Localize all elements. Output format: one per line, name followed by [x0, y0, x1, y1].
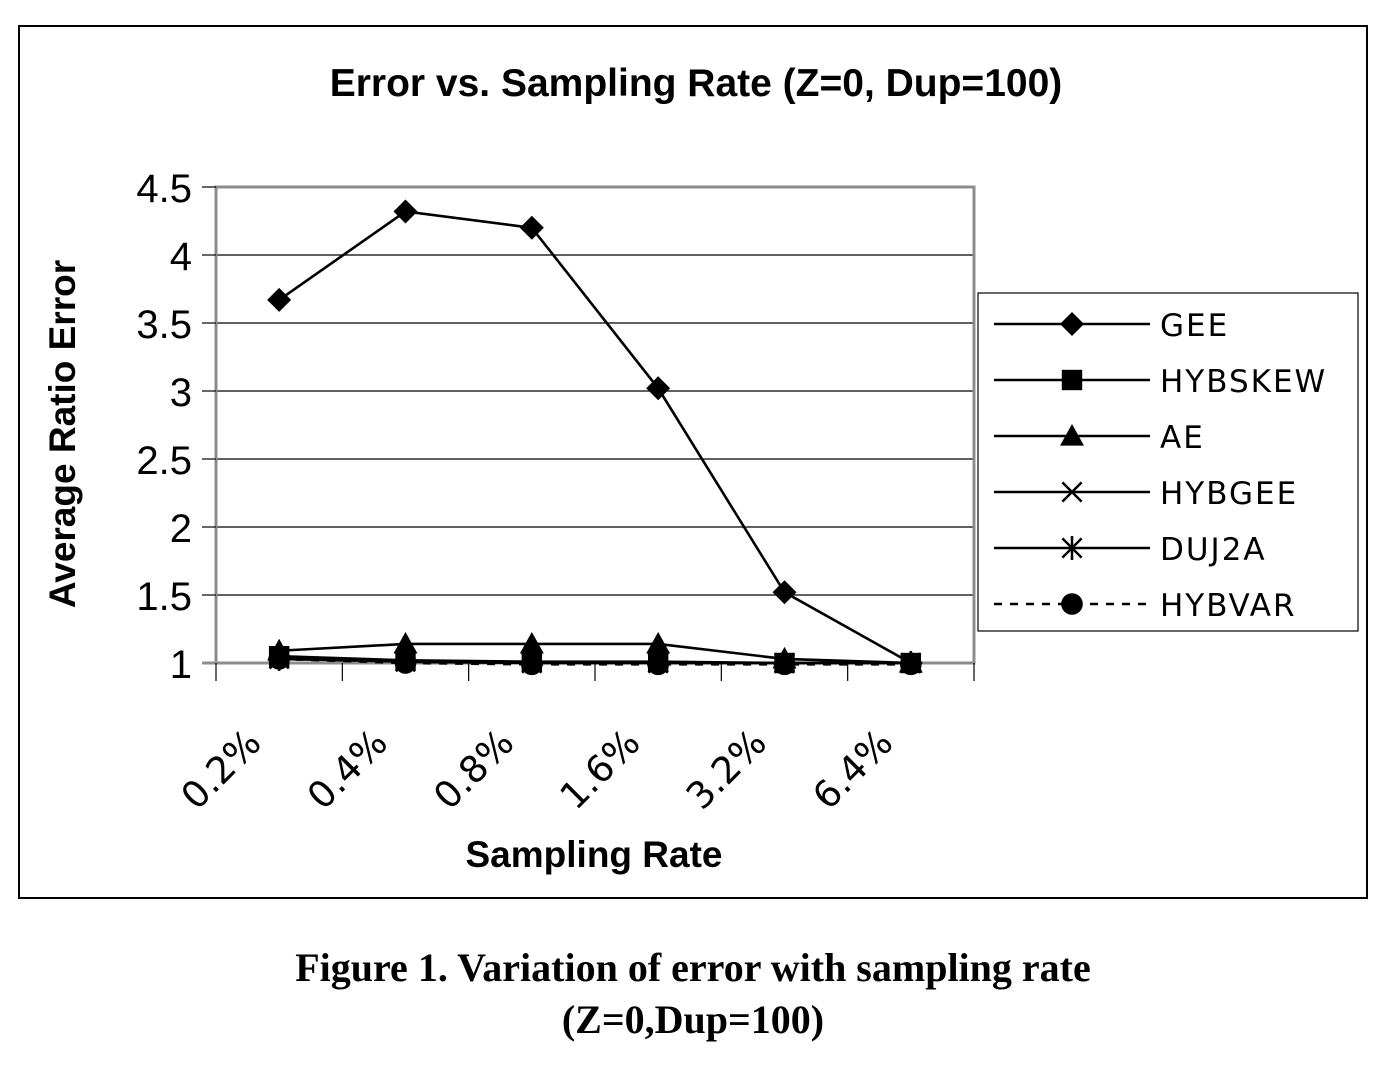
series-line [278, 210, 912, 665]
series-gee [267, 199, 923, 675]
y-tick-label: 2 [170, 507, 192, 551]
y-tick-label: 1 [170, 643, 192, 687]
x-tick-label: 0.2% [173, 721, 270, 818]
chart-title: Error vs. Sampling Rate (Z=0, Dup=100) [330, 62, 1063, 105]
data-point-triangle [646, 631, 671, 654]
line-chart: Error vs. Sampling Rate (Z=0, Dup=100) 1… [42, 62, 1359, 875]
x-tick-label: 0.4% [299, 721, 396, 818]
legend-item-hybgee: HYBGEE [994, 476, 1298, 512]
data-point-triangle [393, 631, 418, 654]
legend-item-ae: AE [994, 420, 1205, 456]
legend-label: HYBGEE [1160, 476, 1298, 512]
legend-item-hybvar: HYBVAR [994, 588, 1297, 624]
data-point-square [268, 646, 290, 667]
data-point-diamond [898, 651, 923, 675]
y-tick-label: 3 [170, 371, 192, 415]
legend-label: GEE [1160, 308, 1229, 344]
legend-box [977, 292, 1359, 632]
series-line [279, 642, 911, 665]
plot-area [214, 185, 976, 665]
legend-item-gee: GEE [994, 308, 1229, 344]
legend-item-hybskew: HYBSKEW [994, 364, 1327, 400]
figure-caption-line-2: (Z=0,Dup=100) [561, 997, 825, 1042]
data-point-diamond [267, 287, 292, 312]
legend-label: HYBVAR [1160, 588, 1297, 624]
plot-border [214, 185, 976, 665]
data-point-diamond [519, 215, 544, 240]
data-point-square [1061, 369, 1083, 391]
data-point-square [647, 651, 669, 672]
series-group [267, 199, 923, 676]
data-point-x [1061, 481, 1083, 503]
data-point-square [395, 650, 416, 671]
data-point-triangle [1060, 424, 1084, 446]
data-point-triangle [519, 631, 544, 654]
data-point-square [774, 652, 795, 674]
x-tick-label: 3.2% [678, 721, 775, 818]
legend-label: DUJ2A [1160, 532, 1267, 568]
legend: GEE HYBSKEW AE HYBGEE DUJ2A HYBVAR [977, 292, 1359, 632]
data-point-diamond [1060, 312, 1084, 336]
data-point-diamond [772, 580, 797, 605]
legend-item-duj2a: DUJ2A [994, 532, 1267, 568]
data-point-diamond [393, 199, 418, 224]
axes: 1 1.5 2 2.5 3 3.5 4 4.5 0.2% 0.4% 0.8% 1.6% 3.2% 6.4% [136, 167, 975, 818]
data-point-asterisk [1061, 536, 1083, 560]
y-axis-title: Average Ratio Error [42, 260, 83, 608]
data-point-circle [1061, 593, 1083, 615]
y-tick-label: 4.5 [136, 167, 192, 211]
legend-label: AE [1160, 420, 1205, 456]
x-axis-title: Sampling Rate [466, 834, 723, 875]
gridlines [216, 186, 974, 596]
data-point-diamond [646, 376, 671, 401]
figure-frame: Error vs. Sampling Rate (Z=0, Dup=100) 1… [18, 25, 1368, 899]
y-tick-label: 2.5 [136, 439, 192, 483]
x-tick-label: 0.8% [425, 721, 522, 818]
y-tick-label: 3.5 [136, 303, 192, 347]
x-tick-label: 1.6% [552, 721, 649, 818]
figure-caption-line-1: Figure 1. Variation of error with sampli… [295, 945, 1091, 990]
x-tick-label: 6.4% [804, 721, 901, 818]
y-tick-label: 4 [170, 235, 192, 279]
y-tick-label: 1.5 [136, 575, 192, 619]
data-point-square [521, 651, 543, 672]
series-line [279, 654, 911, 665]
legend-label: HYBSKEW [1160, 364, 1327, 400]
